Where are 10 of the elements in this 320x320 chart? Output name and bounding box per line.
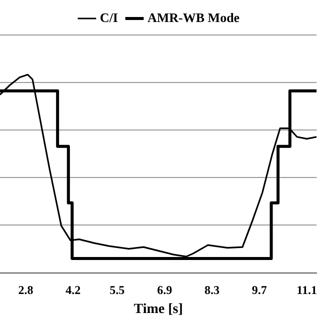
x-tick-label: 6.9 bbox=[157, 283, 172, 298]
legend-label: AMR-WB Mode bbox=[147, 10, 240, 25]
x-tick-label: 9.7 bbox=[252, 283, 267, 298]
x-tick-label: 8.3 bbox=[204, 283, 220, 298]
x-axis-title: Time [s] bbox=[134, 302, 183, 318]
legend-label: C/I bbox=[100, 10, 118, 25]
x-tick-label: 2.8 bbox=[18, 283, 34, 298]
x-tick-label: 5.5 bbox=[110, 283, 125, 298]
x-tick-label: 4.2 bbox=[66, 283, 81, 298]
x-tick-label: 11.1 bbox=[296, 283, 318, 298]
